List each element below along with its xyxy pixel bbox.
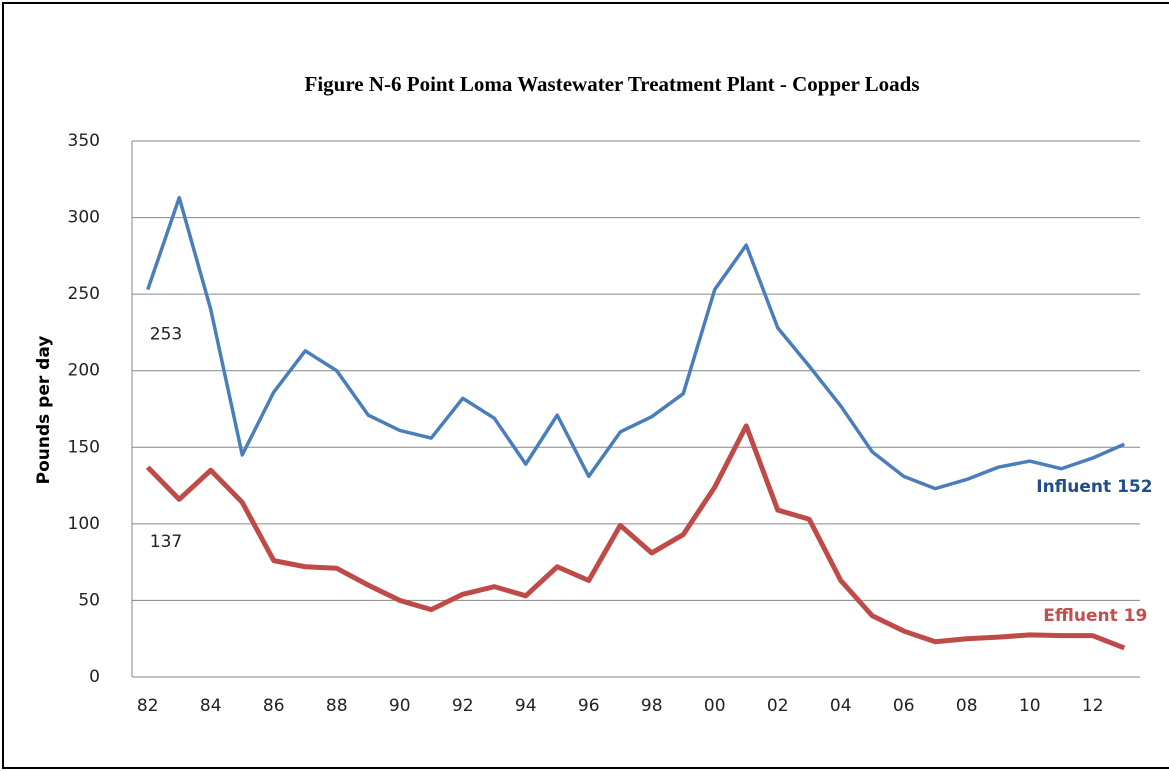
y-tick-label: 150 [68, 437, 100, 457]
x-tick-label: 08 [956, 696, 978, 716]
x-tick-label: 84 [200, 696, 222, 716]
y-tick-label: 50 [78, 590, 100, 610]
y-tick-label: 0 [89, 667, 100, 687]
series-name: Influent [1036, 477, 1111, 497]
end-label: Effluent 19 [1043, 606, 1147, 626]
x-tick-label: 90 [389, 696, 411, 716]
x-tick-label: 00 [704, 696, 726, 716]
end-value-label: 19 [1124, 606, 1148, 626]
x-tick-label: 88 [326, 696, 348, 716]
x-tick-label: 92 [452, 696, 474, 716]
start-value-label: 137 [150, 532, 182, 552]
start-value-label: 253 [150, 325, 182, 345]
x-tick-label: 04 [830, 696, 852, 716]
x-tick-label: 96 [578, 696, 600, 716]
x-tick-label: 86 [263, 696, 285, 716]
series-line [145, 423, 1126, 651]
y-tick-label: 300 [68, 208, 100, 228]
y-axis-label: Pounds per day [34, 336, 54, 485]
y-tick-label: 250 [68, 284, 100, 304]
y-tick-label: 100 [68, 514, 100, 534]
x-tick-label: 06 [893, 696, 915, 716]
x-tick-label: 98 [641, 696, 663, 716]
y-tick-label: 200 [68, 361, 100, 381]
x-tick-label: 82 [137, 696, 159, 716]
end-value-label: 152 [1117, 477, 1153, 497]
x-tick-label: 94 [515, 696, 537, 716]
x-tick-label: 10 [1019, 696, 1041, 716]
y-tick-label: 350 [68, 131, 100, 151]
x-tick-label: 02 [767, 696, 789, 716]
series-line [146, 195, 1125, 491]
x-tick-label: 12 [1082, 696, 1104, 716]
end-label: Influent 152 [1036, 477, 1152, 497]
series-name: Effluent [1043, 606, 1117, 626]
chart-title: Figure N-6 Point Loma Wastewater Treatme… [305, 72, 920, 96]
